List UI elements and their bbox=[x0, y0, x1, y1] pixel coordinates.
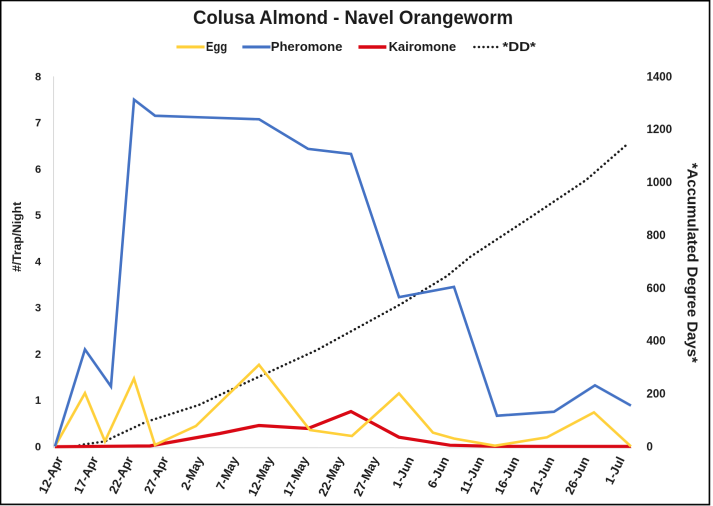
svg-text:800: 800 bbox=[647, 230, 666, 242]
svg-text:400: 400 bbox=[646, 336, 665, 348]
svg-text:2: 2 bbox=[35, 349, 41, 361]
svg-text:1000: 1000 bbox=[647, 177, 673, 189]
svg-text:Pheromone: Pheromone bbox=[271, 40, 343, 54]
svg-text:6: 6 bbox=[35, 164, 41, 176]
svg-text:Kairomone: Kairomone bbox=[389, 40, 457, 54]
svg-text:Colusa Almond - Navel Orangewo: Colusa Almond - Navel Orangeworm bbox=[193, 8, 513, 29]
svg-text:5: 5 bbox=[35, 210, 41, 222]
svg-text:1400: 1400 bbox=[647, 72, 673, 84]
svg-text:3: 3 bbox=[35, 302, 41, 314]
svg-text:*DD*: *DD* bbox=[502, 40, 536, 54]
svg-text:*Accumulated Degree Days*: *Accumulated Degree Days* bbox=[683, 163, 700, 363]
svg-text:8: 8 bbox=[35, 71, 41, 83]
svg-text:#/Trap/Night: #/Trap/Night bbox=[10, 202, 24, 272]
svg-text:200: 200 bbox=[646, 389, 665, 401]
svg-text:Egg: Egg bbox=[206, 40, 227, 54]
svg-text:4: 4 bbox=[35, 256, 42, 268]
svg-text:7: 7 bbox=[35, 118, 41, 130]
svg-text:0: 0 bbox=[35, 441, 41, 453]
svg-text:1: 1 bbox=[35, 395, 41, 407]
svg-text:1200: 1200 bbox=[647, 124, 673, 136]
svg-text:600: 600 bbox=[646, 283, 665, 295]
svg-text:0: 0 bbox=[646, 441, 652, 453]
